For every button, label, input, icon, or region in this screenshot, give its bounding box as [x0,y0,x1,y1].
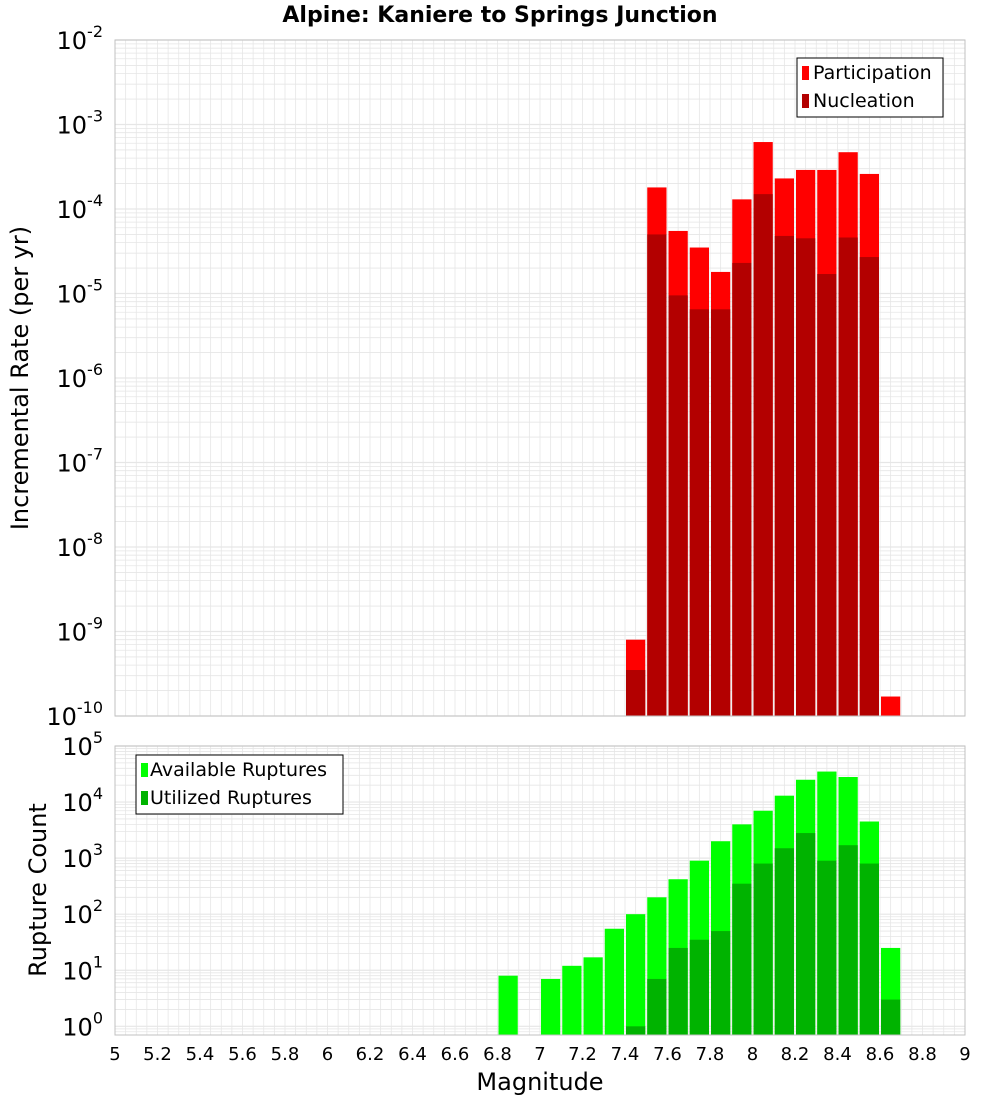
x-tick-label: 7.8 [696,1044,725,1065]
bottom-bar-s2 [689,939,709,1035]
x-tick-label: 5.2 [143,1044,172,1065]
x-tick-label: 6.8 [483,1044,512,1065]
top-bar-s2 [689,309,709,716]
top-y-tick-label: 10-7 [57,445,104,478]
top-bar-s1 [881,696,901,716]
top-y-axis-label: Incremental Rate (per yr) [6,226,34,530]
x-tick-label: 6 [322,1044,333,1065]
legend-utilized-label: Utilized Ruptures [150,787,312,809]
top-bar-s2 [817,274,837,716]
top-y-tick-label: 10-9 [57,614,104,647]
bottom-legend: Available Ruptures Utilized Ruptures [135,754,344,815]
bottom-y-ticks: 100 101 102 103 104 105 [62,728,103,1041]
x-tick-label: 5.6 [228,1044,257,1065]
bottom-y-tick-label: 100 [62,1008,103,1041]
top-y-tick-label: 10-5 [57,276,104,309]
legend-utilized-swatch [141,791,148,805]
bottom-bar-s2 [668,947,688,1035]
bottom-y-tick-label: 101 [62,952,103,985]
bottom-bar-s1 [626,914,646,1035]
top-bar-s2 [732,262,752,716]
top-bar-s2 [774,235,794,716]
x-tick-label: 8.6 [866,1044,895,1065]
bottom-bars [498,771,901,1035]
bottom-y-tick-label: 104 [62,784,103,817]
x-tick-label: 7 [534,1044,545,1065]
legend-nucleation-label: Nucleation [813,90,915,112]
bottom-bar-s1 [562,965,582,1035]
bottom-bar-s2 [732,883,752,1035]
top-y-tick-label: 10-4 [57,191,104,224]
x-tick-label: 7.6 [653,1044,682,1065]
top-bar-s2 [647,234,667,717]
legend-participation-swatch [802,66,809,80]
top-bar-s2 [668,295,688,716]
bottom-bar-s2 [838,845,858,1035]
bottom-bar-s1 [604,928,624,1035]
x-tick-label: 6.2 [356,1044,385,1065]
top-bar-s2 [711,309,731,716]
x-tick-label: 8.2 [781,1044,810,1065]
top-legend-box [796,57,944,118]
top-grid [114,39,966,717]
top-bar-s2 [753,194,773,716]
x-tick-label: 8.8 [908,1044,937,1065]
x-axis-label: Magnitude [476,1068,603,1096]
bottom-y-axis-label: Rupture Count [24,803,52,977]
bottom-y-tick-label: 102 [62,896,103,929]
legend-participation-label: Participation [813,62,932,84]
x-tick-label: 5.8 [271,1044,300,1065]
bottom-bar-s2 [647,978,667,1035]
bottom-y-tick-label: 103 [62,840,103,873]
bottom-bar-s2 [774,848,794,1035]
top-bar-s2 [626,670,646,716]
top-legend: Participation Nucleation [796,57,944,118]
top-y-tick-label: 10-10 [46,698,103,731]
bottom-bar-s2 [796,833,816,1035]
bottom-bar-s2 [711,931,731,1035]
top-bar-s2 [859,257,879,716]
bottom-bar-s2 [817,860,837,1035]
top-y-ticks: 10-10 10-9 10-8 10-7 10-6 10-5 10-4 10-3 10-2 [46,22,103,731]
bottom-bar-s2 [859,863,879,1035]
chart-title: Alpine: Kaniere to Springs Junction [282,3,717,28]
bottom-bar-s1 [583,957,603,1035]
top-y-tick-label: 10-2 [57,22,104,55]
x-ticks: 5 5.2 5.4 5.6 5.8 6 6.2 6.4 6.6 6.8 7 7.2 7.4 7.6 7.8 8… [109,1044,970,1065]
x-tick-label: 5 [109,1044,120,1065]
top-bar-s2 [796,238,816,717]
top-y-tick-label: 10-8 [57,529,104,562]
top-bar-s2 [838,237,858,717]
bottom-plot-border [114,745,966,1036]
x-tick-label: 7.2 [568,1044,597,1065]
bottom-bar-s2 [626,1026,646,1035]
x-tick-label: 6.6 [441,1044,470,1065]
x-tick-label: 6.4 [398,1044,427,1065]
bottom-legend-box [135,754,344,815]
x-tick-label: 7.4 [611,1044,640,1065]
top-bars [626,142,901,717]
legend-available-swatch [141,763,148,777]
legend-nucleation-swatch [802,94,809,108]
bottom-y-tick-label: 105 [62,728,103,761]
bottom-bar-s2 [753,863,773,1035]
x-tick-label: 5.4 [186,1044,215,1065]
bottom-bar-s1 [541,978,561,1035]
top-plot-border [114,39,966,717]
bottom-bar-s1 [498,975,518,1035]
top-y-tick-label: 10-3 [57,107,104,140]
bottom-bar-s2 [881,999,901,1035]
top-y-tick-label: 10-6 [57,360,104,393]
x-tick-label: 8 [747,1044,758,1065]
legend-available-label: Available Ruptures [150,759,327,781]
x-tick-label: 9 [959,1044,970,1065]
x-tick-label: 8.4 [823,1044,852,1065]
